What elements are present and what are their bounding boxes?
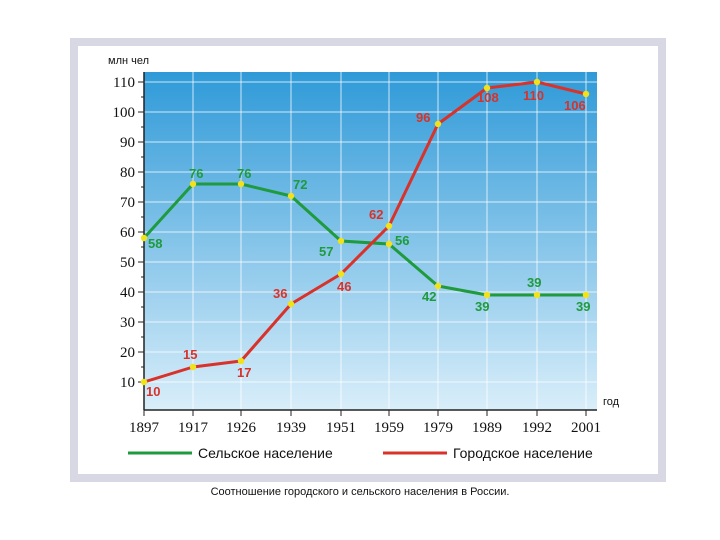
legend: Сельское население Городское население bbox=[128, 445, 593, 461]
x-tick-label: 1989 bbox=[472, 420, 502, 436]
data-point-urban bbox=[237, 357, 245, 365]
y-tick-label: 70 bbox=[120, 195, 135, 211]
data-label-rural: 57 bbox=[319, 244, 333, 259]
data-point-rural bbox=[385, 240, 393, 248]
data-label-urban: 96 bbox=[416, 110, 430, 125]
data-label-rural: 58 bbox=[148, 236, 162, 251]
x-tick-label: 1917 bbox=[178, 420, 209, 436]
x-tick-label: 1979 bbox=[423, 420, 453, 436]
data-point-urban bbox=[287, 300, 295, 308]
data-labels: 58 76 76 72 57 56 42 39 39 39 10 15 17 36 46 62 96 108 110… bbox=[146, 88, 590, 399]
x-tick-label: 1897 bbox=[129, 420, 160, 436]
y-tick-label: 10 bbox=[120, 375, 135, 391]
x-axis-label: год bbox=[603, 396, 620, 408]
series-line-urban bbox=[143, 80, 587, 384]
series-line-rural bbox=[142, 182, 586, 297]
data-label-urban: 110 bbox=[523, 88, 544, 103]
data-label-urban: 108 bbox=[477, 90, 499, 105]
data-label-urban: 46 bbox=[337, 279, 351, 294]
data-label-rural: 42 bbox=[422, 289, 436, 304]
y-tick-label: 30 bbox=[120, 315, 135, 331]
series-lines bbox=[142, 80, 587, 384]
data-point-urban bbox=[434, 120, 442, 128]
y-tick-label: 50 bbox=[120, 255, 135, 271]
data-point-rural bbox=[533, 291, 541, 299]
data-label-urban: 36 bbox=[273, 286, 287, 301]
data-label-rural: 76 bbox=[189, 166, 203, 181]
gridlines bbox=[144, 72, 597, 410]
x-tick-label: 1992 bbox=[522, 420, 552, 436]
data-point-urban bbox=[140, 378, 148, 386]
data-point-rural bbox=[434, 282, 442, 290]
data-label-rural: 76 bbox=[237, 166, 251, 181]
data-point-rural bbox=[237, 180, 245, 188]
data-point-rural bbox=[582, 291, 590, 299]
data-point-rural bbox=[140, 234, 148, 242]
data-label-rural: 39 bbox=[527, 275, 541, 290]
data-label-urban: 15 bbox=[183, 347, 197, 362]
data-point-urban bbox=[337, 270, 345, 278]
y-tick-label: 90 bbox=[120, 135, 135, 151]
y-tick-label: 40 bbox=[120, 285, 135, 301]
legend-label-urban: Городское население bbox=[453, 445, 593, 461]
data-point-rural bbox=[287, 192, 295, 200]
data-point-rural bbox=[483, 291, 491, 299]
figure-caption: Соотношение городского и сельского насел… bbox=[210, 486, 510, 498]
y-tick-label: 60 bbox=[120, 225, 135, 241]
x-tick-label: 1959 bbox=[374, 420, 404, 436]
data-point-urban bbox=[582, 90, 590, 98]
y-tick-label: 80 bbox=[120, 165, 135, 181]
data-label-urban: 106 bbox=[564, 98, 586, 113]
data-label-urban: 62 bbox=[369, 207, 383, 222]
data-label-rural: 72 bbox=[293, 177, 307, 192]
y-tick-label: 110 bbox=[113, 75, 135, 91]
data-markers bbox=[140, 78, 590, 386]
x-tick-labels: 1897 1917 1926 1939 1951 1959 1979 1989 1992 2001 bbox=[129, 410, 601, 436]
y-axis-label: млн чел bbox=[108, 55, 149, 67]
y-tick-label: 100 bbox=[113, 105, 136, 121]
x-tick-label: 1951 bbox=[326, 420, 356, 436]
data-point-urban bbox=[533, 78, 541, 86]
x-tick-label: 1939 bbox=[276, 420, 306, 436]
data-label-rural: 39 bbox=[576, 299, 590, 314]
data-label-rural: 56 bbox=[395, 233, 409, 248]
data-label-rural: 39 bbox=[475, 299, 489, 314]
data-point-urban bbox=[385, 222, 393, 230]
data-point-urban bbox=[483, 84, 491, 92]
legend-label-rural: Сельское население bbox=[198, 445, 333, 461]
plot-area bbox=[144, 72, 597, 410]
x-tick-label: 2001 bbox=[571, 420, 601, 436]
y-tick-labels: 10 20 30 40 50 60 70 80 90 100 110 bbox=[113, 75, 144, 391]
data-point-rural bbox=[189, 180, 197, 188]
x-tick-label: 1926 bbox=[226, 420, 257, 436]
data-label-urban: 17 bbox=[237, 365, 251, 380]
data-point-urban bbox=[189, 363, 197, 371]
population-line-chart: 10 20 30 40 50 60 70 80 90 100 110 1897 1917 1926 193… bbox=[108, 55, 620, 461]
data-label-urban: 10 bbox=[146, 384, 160, 399]
y-tick-label: 20 bbox=[120, 345, 135, 361]
data-point-rural bbox=[337, 237, 345, 245]
